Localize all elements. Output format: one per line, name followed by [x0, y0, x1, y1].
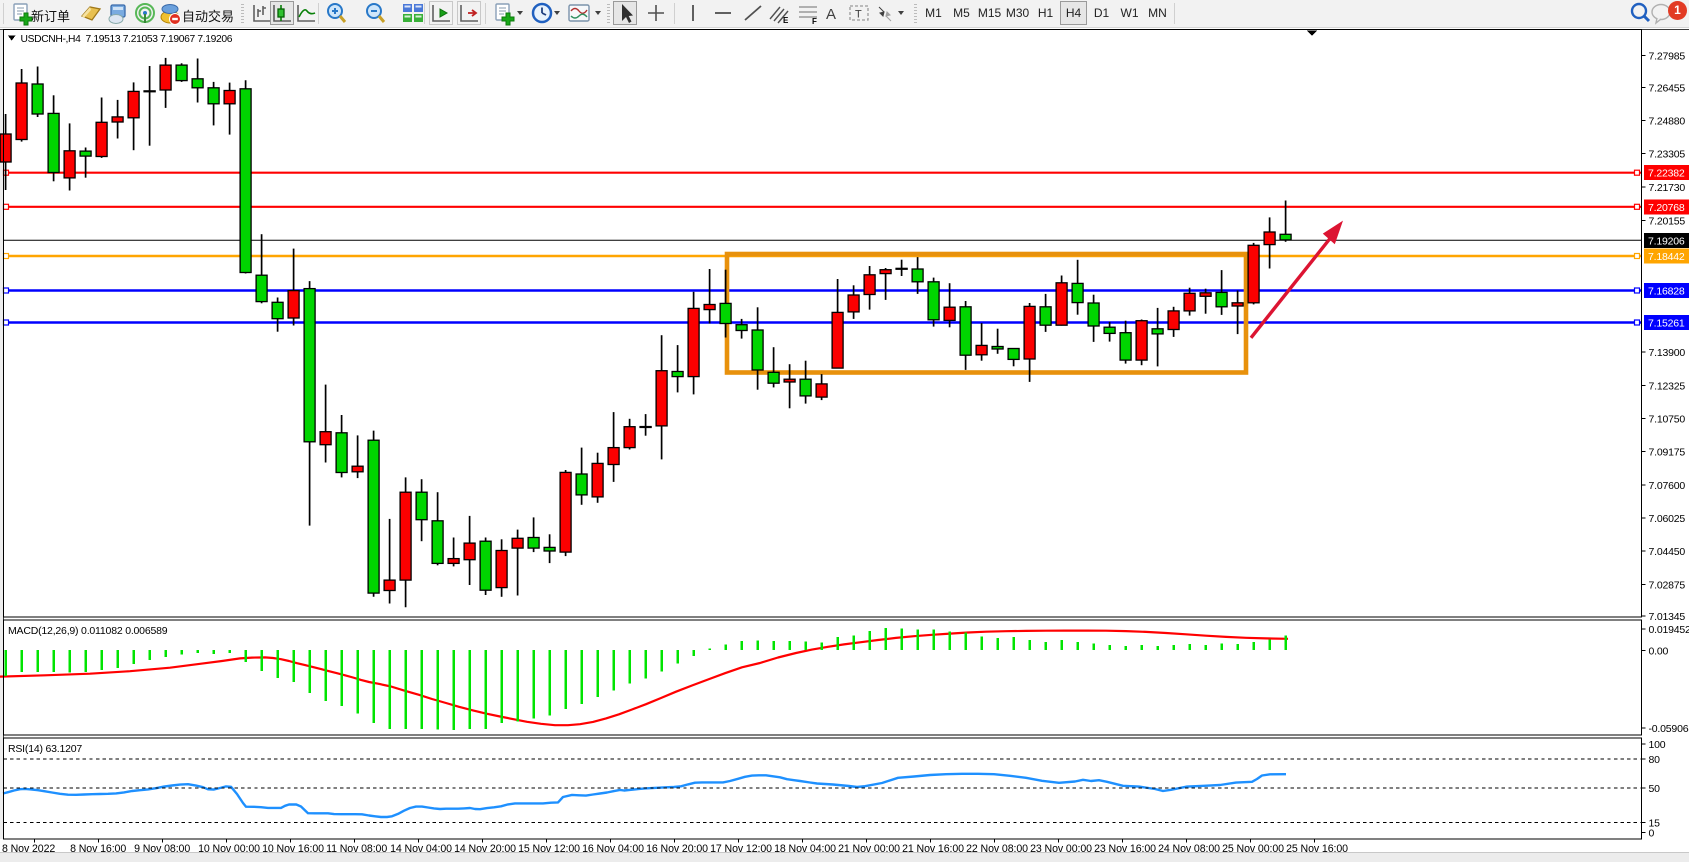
svg-text:7.01345: 7.01345 — [1649, 611, 1686, 623]
svg-text:7.26455: 7.26455 — [1649, 83, 1686, 95]
svg-text:7.20155: 7.20155 — [1649, 215, 1686, 227]
svg-text:7.06025: 7.06025 — [1649, 513, 1686, 525]
svg-text:E: E — [783, 16, 789, 25]
svg-text:F: F — [812, 17, 817, 26]
svg-text:7.10750: 7.10750 — [1649, 414, 1686, 426]
svg-text:7.24880: 7.24880 — [1649, 116, 1686, 128]
svg-text:0: 0 — [1649, 828, 1655, 840]
svg-text:RSI(14) 63.1207: RSI(14) 63.1207 — [8, 743, 82, 755]
svg-text:7.13900: 7.13900 — [1649, 347, 1686, 359]
svg-text:A: A — [826, 6, 836, 23]
svg-text:USDCNH-,H4 7.19513 7.21053 7.: USDCNH-,H4 7.19513 7.21053 7.19067 7.192… — [21, 34, 233, 45]
svg-text:7.16828: 7.16828 — [1648, 286, 1685, 298]
svg-text:7.21730: 7.21730 — [1649, 182, 1686, 194]
svg-text:7.04450: 7.04450 — [1649, 546, 1686, 558]
svg-text:7.27985: 7.27985 — [1649, 50, 1686, 62]
svg-text:0.019452: 0.019452 — [1649, 624, 1689, 636]
svg-text:7.02875: 7.02875 — [1649, 579, 1686, 591]
svg-text:7.20768: 7.20768 — [1648, 202, 1685, 214]
svg-text:100: 100 — [1649, 739, 1666, 751]
svg-text:7.23305: 7.23305 — [1649, 148, 1686, 160]
svg-text:7.07600: 7.07600 — [1649, 480, 1686, 492]
svg-text:-0.059068: -0.059068 — [1649, 723, 1689, 735]
svg-text:MACD(12,26,9) 0.011082 0.00658: MACD(12,26,9) 0.011082 0.006589 — [8, 625, 168, 637]
svg-text:0.00: 0.00 — [1649, 645, 1669, 657]
svg-text:T: T — [855, 9, 862, 21]
svg-text:7.09175: 7.09175 — [1649, 447, 1686, 459]
svg-text:15: 15 — [1649, 818, 1661, 830]
svg-text:7.18442: 7.18442 — [1648, 251, 1685, 263]
svg-text:80: 80 — [1649, 754, 1661, 766]
svg-text:7.15261: 7.15261 — [1648, 318, 1685, 330]
svg-text:50: 50 — [1649, 783, 1661, 795]
svg-text:7.19206: 7.19206 — [1648, 235, 1685, 247]
svg-text:7.22382: 7.22382 — [1648, 168, 1685, 180]
svg-text:7.12325: 7.12325 — [1649, 380, 1686, 392]
